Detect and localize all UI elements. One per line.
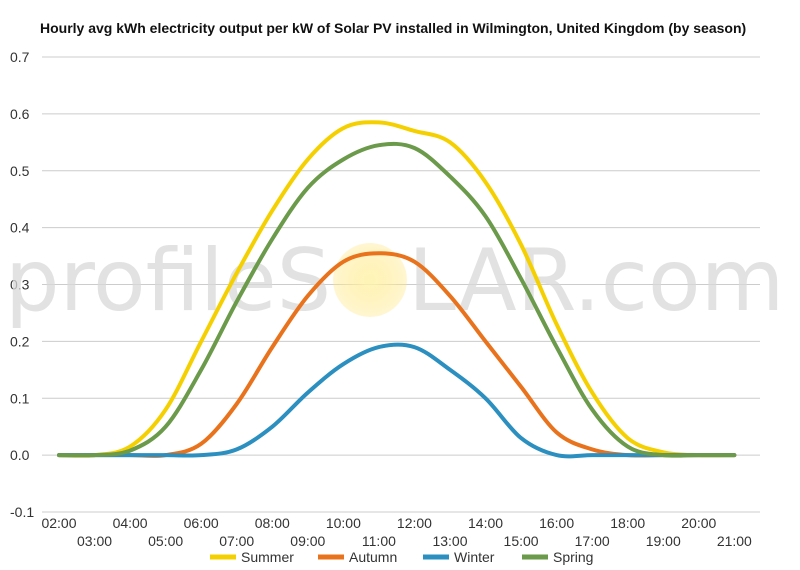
x-tick-label: 03:00 (77, 533, 112, 549)
x-tick-label: 06:00 (184, 515, 219, 531)
x-tick-label: 21:00 (717, 533, 752, 549)
y-tick-label: 0.6 (10, 106, 30, 122)
y-tick-label: 0.2 (10, 333, 30, 349)
series-line-spring (57, 141, 737, 458)
x-tick-label: 08:00 (255, 515, 290, 531)
legend-label-winter: Winter (454, 549, 495, 565)
y-tick-label: 0.5 (10, 163, 30, 179)
x-tick-label: 07:00 (219, 533, 254, 549)
x-tick-label: 12:00 (397, 515, 432, 531)
x-tick-label: 15:00 (504, 533, 539, 549)
x-tick-label: 05:00 (148, 533, 183, 549)
watermark: profileS LAR.com (5, 231, 784, 331)
y-tick-label: -0.1 (10, 504, 34, 520)
watermark-text-left: profileS (5, 231, 331, 331)
y-tick-label: 0.7 (10, 49, 30, 65)
x-tick-label: 02:00 (41, 515, 76, 531)
x-tick-label: 13:00 (432, 533, 467, 549)
x-tick-label: 17:00 (575, 533, 610, 549)
series-lines (57, 120, 737, 459)
legend-label-spring: Spring (553, 549, 593, 565)
legend: Summer Autumn Winter Spring (210, 549, 593, 565)
x-tick-label: 18:00 (610, 515, 645, 531)
y-tick-label: 0.1 (10, 390, 30, 406)
legend-label-summer: Summer (241, 549, 294, 565)
y-tick-label: 0.3 (10, 277, 30, 293)
x-tick-label: 16:00 (539, 515, 574, 531)
x-tick-label: 20:00 (681, 515, 716, 531)
x-tick-label: 11:00 (362, 533, 396, 549)
x-tick-label: 19:00 (646, 533, 681, 549)
watermark-sun-icon (333, 243, 407, 317)
x-tick-label: 04:00 (113, 515, 148, 531)
x-tick-label: 10:00 (326, 515, 361, 531)
series-line-winter (57, 342, 737, 459)
watermark-text-right: LAR.com (408, 231, 784, 331)
x-axis-ticks: 02:0003:0004:0005:0006:0007:0008:0009:00… (41, 515, 752, 549)
x-tick-label: 09:00 (290, 533, 325, 549)
series-line-summer (57, 120, 737, 458)
y-tick-label: 0.4 (10, 220, 30, 236)
chart-title: Hourly avg kWh electricity output per kW… (40, 20, 746, 36)
x-tick-label: 14:00 (468, 515, 503, 531)
legend-label-autumn: Autumn (349, 549, 397, 565)
y-axis-ticks: 0.7 0.6 0.5 0.4 0.3 0.2 0.1 0.0 -0.1 (10, 49, 34, 520)
y-tick-label: 0.0 (10, 447, 30, 463)
